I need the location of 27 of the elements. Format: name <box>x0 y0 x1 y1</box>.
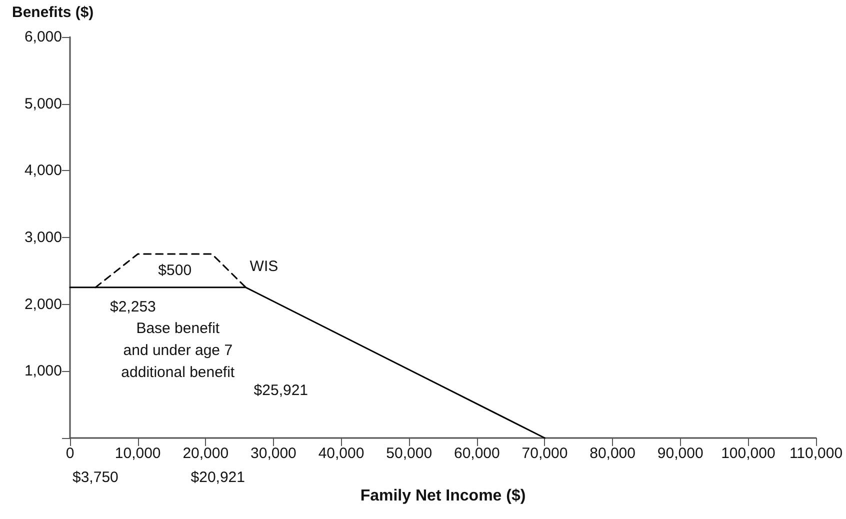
y-tick-label: 1,000 <box>24 362 62 380</box>
annotation: $500 <box>158 262 192 280</box>
text: $3,750 <box>72 469 118 486</box>
x-tick-label: 10,000 <box>114 445 161 462</box>
y-axis-title: Benefits ($) <box>12 4 94 21</box>
y-tick-label: 2,000 <box>24 296 62 313</box>
y-tick-label: 5,000 <box>24 95 62 112</box>
x-tick-label: 100,000 <box>721 445 776 462</box>
y-tick-label: 3,000 <box>24 229 62 246</box>
x-tick-label: 70,000 <box>522 445 568 462</box>
x-tick-label: 90,000 <box>657 445 704 462</box>
text: Base benefit and under age 7 additional benefit <box>121 320 236 381</box>
x-tick-label: 110,000 <box>789 445 843 462</box>
series-label: WIS <box>250 258 278 276</box>
x-tick-label: 0 <box>66 445 74 462</box>
x-tick-label: 30,000 <box>250 445 296 462</box>
y-tick-label: 6,000 <box>24 28 62 46</box>
annotation: $25,921 <box>254 382 308 399</box>
x-axis-title: Family Net Income ($) <box>360 488 526 504</box>
x-tick-label: 40,000 <box>318 445 364 462</box>
text: $20,921 <box>190 469 245 486</box>
x-tick-label: 60,000 <box>454 445 500 462</box>
x-tick-label: 20,000 <box>182 445 229 462</box>
y-tick-label: 4,000 <box>24 162 62 180</box>
x-tick-label: 50,000 <box>386 445 432 462</box>
annotation: $2,253 <box>110 298 156 316</box>
x-tick-label: 80,000 <box>590 445 636 462</box>
